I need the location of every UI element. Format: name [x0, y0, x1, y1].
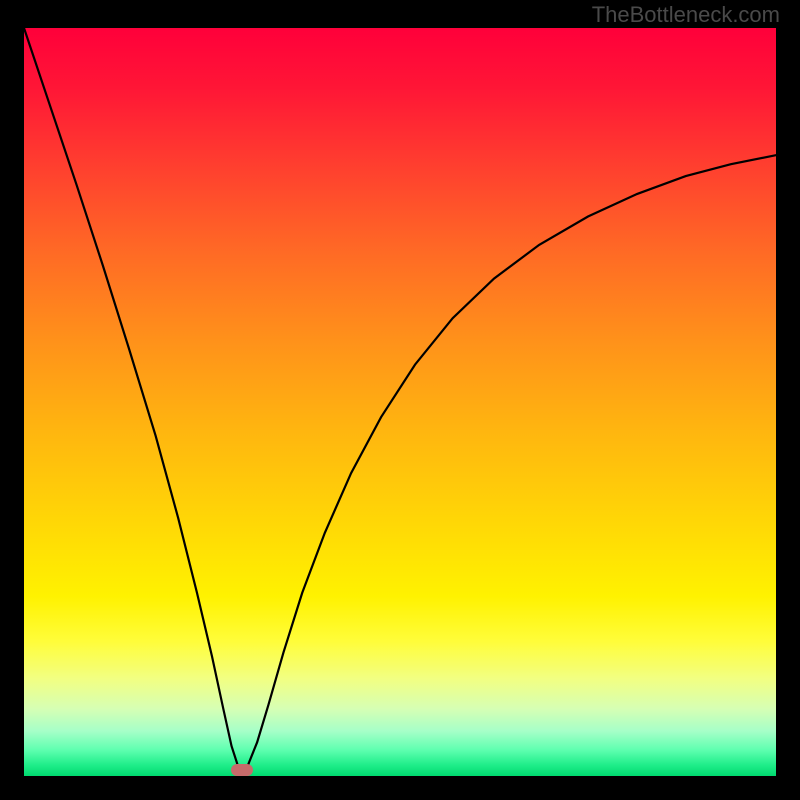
plot-area	[24, 28, 776, 776]
minimum-marker	[231, 764, 253, 776]
bottleneck-curve	[24, 28, 776, 776]
watermark-text: TheBottleneck.com	[592, 2, 780, 28]
